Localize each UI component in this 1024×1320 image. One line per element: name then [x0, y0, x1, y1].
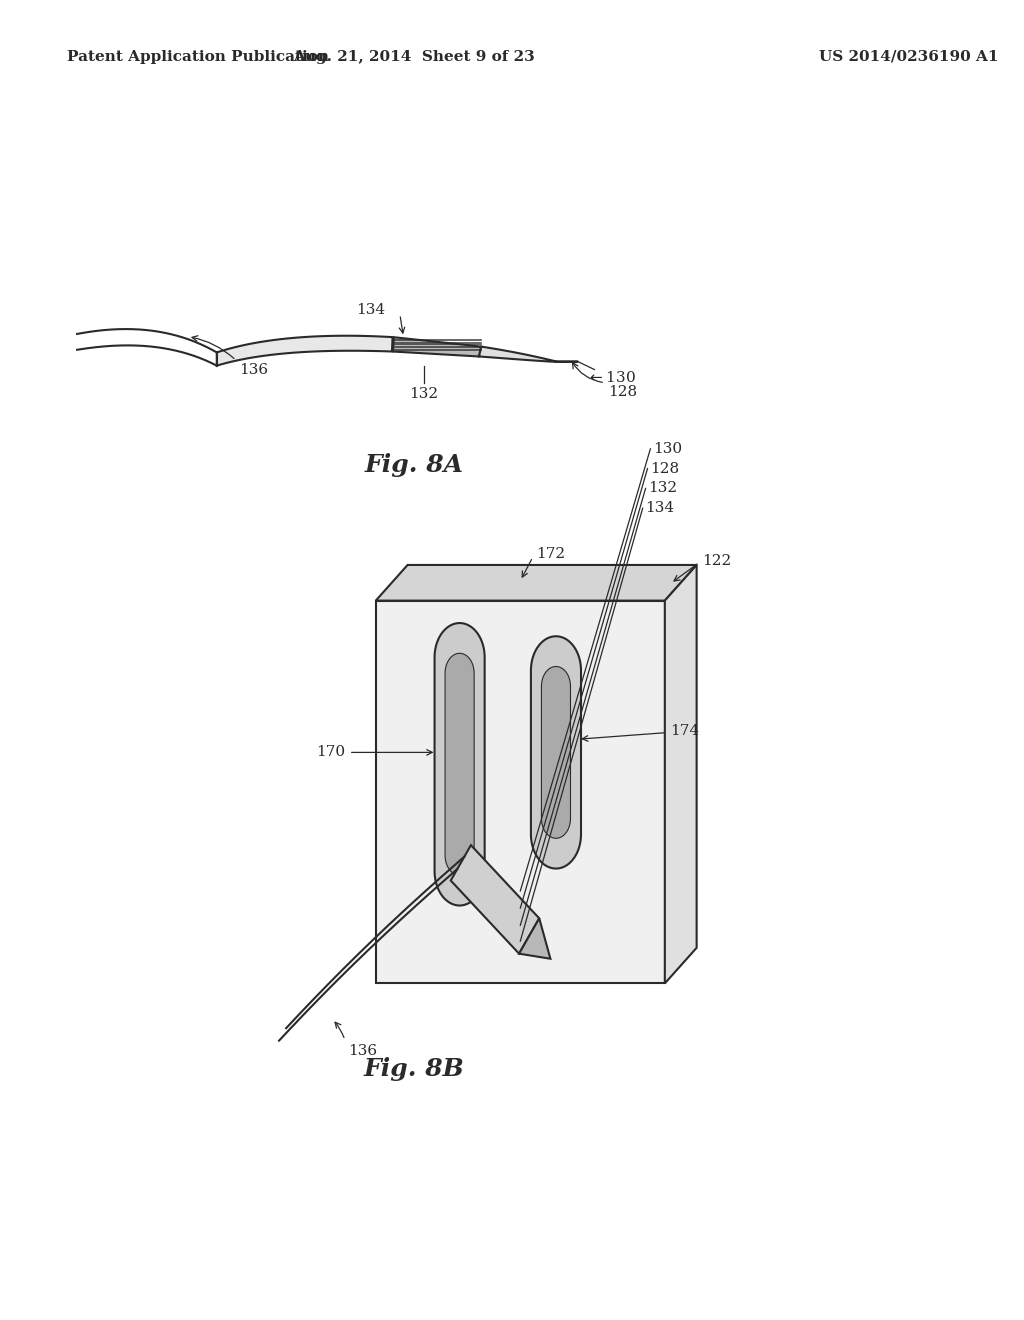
- Text: 132: 132: [648, 482, 678, 495]
- Polygon shape: [445, 653, 474, 875]
- Text: Fig. 8A: Fig. 8A: [365, 453, 464, 477]
- Polygon shape: [217, 335, 392, 366]
- Polygon shape: [451, 845, 540, 953]
- Text: US 2014/0236190 A1: US 2014/0236190 A1: [819, 50, 998, 63]
- Text: 136: 136: [348, 1044, 377, 1059]
- Text: 128: 128: [608, 385, 637, 400]
- Text: 134: 134: [645, 502, 675, 515]
- Text: 132: 132: [410, 387, 438, 401]
- Text: Fig. 8B: Fig. 8B: [364, 1057, 465, 1081]
- Text: 170: 170: [315, 746, 345, 759]
- Polygon shape: [519, 919, 551, 958]
- Polygon shape: [376, 601, 665, 983]
- Polygon shape: [530, 636, 581, 869]
- Polygon shape: [434, 623, 484, 906]
- Text: 136: 136: [239, 363, 268, 378]
- Text: Patent Application Publication: Patent Application Publication: [68, 50, 330, 63]
- Text: $\leftarrow$130: $\leftarrow$130: [587, 370, 636, 385]
- Text: 128: 128: [650, 462, 680, 475]
- Text: 174: 174: [670, 725, 698, 738]
- Polygon shape: [393, 337, 481, 356]
- Text: 134: 134: [356, 304, 385, 317]
- Polygon shape: [376, 565, 696, 601]
- Text: Aug. 21, 2014  Sheet 9 of 23: Aug. 21, 2014 Sheet 9 of 23: [294, 50, 536, 63]
- Polygon shape: [479, 347, 579, 362]
- Text: 130: 130: [653, 442, 682, 455]
- Polygon shape: [665, 565, 696, 983]
- Polygon shape: [542, 667, 570, 838]
- Text: 172: 172: [536, 548, 565, 561]
- Text: 122: 122: [702, 554, 732, 568]
